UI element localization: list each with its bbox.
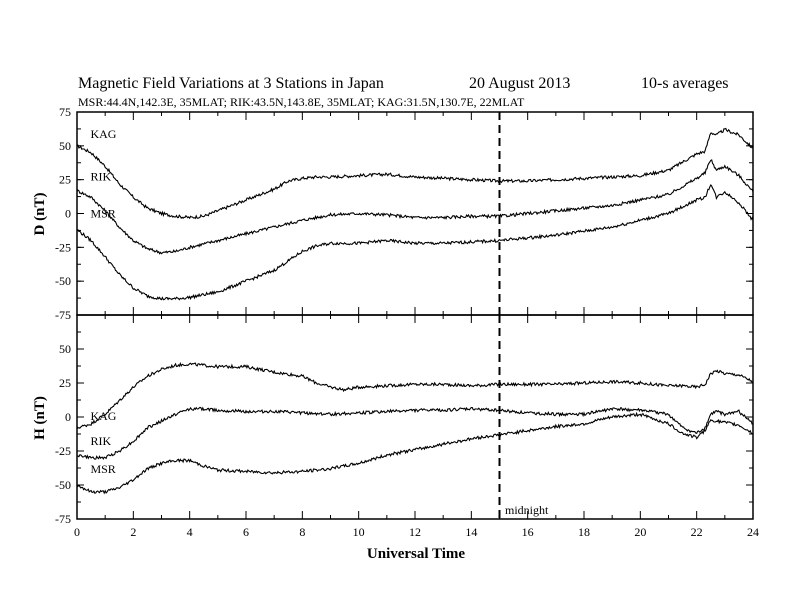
d-y-tick-label: 0 [65,207,71,221]
d-series-kag [76,127,754,220]
h-label-msr: MSR [90,462,115,476]
d-y-tick-label: -50 [55,274,71,288]
h-y-tick-label: -25 [55,444,71,458]
h-y-tick-label: 0 [65,410,71,424]
h-y-tick-label: -75 [55,512,71,526]
h-y-tick-label: -50 [55,478,71,492]
d-y-tick-label: 75 [59,105,71,119]
x-tick-label: 18 [578,525,590,539]
d-component-panel: 75 50 25 0 -25 -50 -75 KAG RIK MSR [55,105,754,322]
d-y-tick-label: 25 [59,173,71,187]
x-tick-label: 12 [409,525,421,539]
h-series-rik [76,406,754,461]
d-series-rik [76,159,754,255]
h-label-rik: RIK [90,434,111,448]
x-tick-label: 24 [747,525,759,539]
chart-subtitle: MSR:44.4N,142.3E, 35MLAT; RIK:43.5N,143.… [78,95,525,109]
d-label-msr: MSR [90,207,115,221]
x-tick-label: 8 [299,525,305,539]
d-label-kag: KAG [90,127,116,141]
x-axis-label: Universal Time [367,546,466,562]
d-y-tick-label: -25 [55,240,71,254]
d-series-msr [76,183,754,301]
midnight-label: midnight [505,503,549,517]
x-tick-label: 0 [74,525,80,539]
h-y-tick-label: 50 [59,342,71,356]
x-tick-label: 2 [130,525,136,539]
h-label-kag: KAG [90,409,116,423]
x-tick-label: 6 [243,525,249,539]
chart-date: 20 August 2013 [469,75,570,92]
d-y-tick-label: 50 [59,139,71,153]
x-tick-label: 22 [691,525,703,539]
h-y-tick-label: 25 [59,376,71,390]
chart-title: Magnetic Field Variations at 3 Stations … [78,75,384,92]
h-series-msr [76,411,754,495]
chart-averaging: 10-s averages [641,75,729,92]
x-tick-label: 10 [353,525,365,539]
y-axis-label-h: H (nT) [32,396,48,440]
x-tick-label: 14 [465,525,477,539]
h-series-kag [76,361,754,429]
x-tick-label: 16 [522,525,534,539]
d-y-tick-label: -75 [55,308,71,322]
d-label-rik: RIK [90,169,111,183]
y-axis-label-d: D (nT) [32,193,48,236]
d-panel-frame [76,111,754,316]
x-tick-label: 4 [187,525,193,539]
x-tick-label: 20 [634,525,646,539]
